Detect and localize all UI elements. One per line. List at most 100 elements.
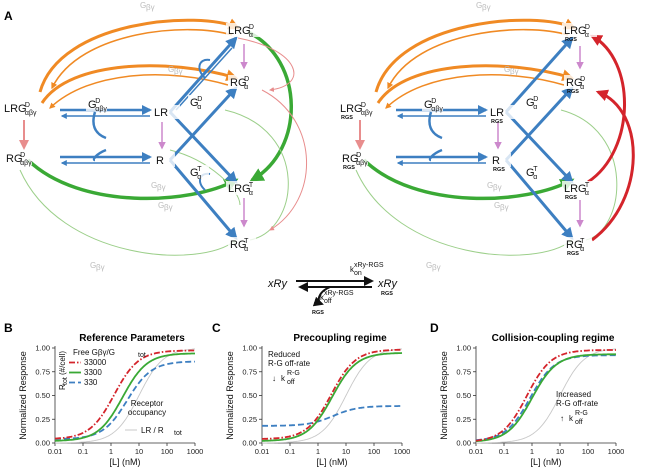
x-tick-label: 100 bbox=[368, 447, 381, 456]
x-tick-label: 1000 bbox=[187, 447, 204, 456]
node-main: R bbox=[492, 155, 500, 167]
blue-curl-ga bbox=[198, 58, 211, 79]
panel-label-b: B bbox=[4, 321, 13, 335]
gby-sub: βγ bbox=[164, 203, 173, 212]
gby-main: G bbox=[494, 201, 500, 210]
k-sup: R-G bbox=[575, 410, 588, 417]
annotation-line: Receptor bbox=[131, 399, 164, 408]
x-tick-label: 1 bbox=[316, 447, 320, 456]
y-tick-label: 0.75 bbox=[35, 367, 50, 376]
red-arc-2 bbox=[591, 89, 635, 242]
node-sub: α bbox=[197, 104, 201, 111]
node-sup: T bbox=[197, 166, 202, 173]
legend-side-unit: (#/cell) bbox=[58, 351, 67, 375]
blue-curl-bottom bbox=[92, 148, 107, 162]
x-tick-label: 10 bbox=[135, 447, 143, 456]
node-main: RG bbox=[342, 153, 359, 165]
salmon-arc-2 bbox=[237, 37, 295, 92]
gby-main: G bbox=[90, 261, 96, 270]
node-rgs: RGS bbox=[493, 167, 505, 173]
x-axis-label: [L] (nM) bbox=[109, 457, 140, 467]
node-main: G bbox=[526, 167, 535, 179]
green-arc-bottom bbox=[26, 158, 239, 201]
k-label: k bbox=[569, 414, 574, 423]
node-sub: α bbox=[197, 174, 201, 181]
eq-rgs-curl bbox=[312, 286, 331, 307]
y-axis-label: Normalized Response bbox=[18, 351, 28, 440]
node-main: LRG bbox=[4, 103, 27, 115]
node-main: LR bbox=[490, 107, 504, 119]
node-sup: D bbox=[249, 24, 254, 31]
node-sub: α bbox=[244, 246, 248, 253]
reference-line bbox=[476, 348, 617, 444]
lightgreen-arc-3 bbox=[224, 109, 289, 241]
node-main: LRG bbox=[228, 183, 251, 195]
node-rgs: RGS bbox=[567, 251, 579, 257]
reference-label: LR / R bbox=[141, 426, 164, 435]
blue-diag-1b bbox=[175, 47, 233, 111]
chart-title: Reference Parameters bbox=[79, 333, 185, 344]
green-arc-right bbox=[247, 30, 293, 182]
node-main: G bbox=[88, 99, 97, 111]
eq-left: xRy bbox=[267, 278, 288, 290]
panel-label-a: A bbox=[4, 9, 13, 23]
node-g-d-a: GDα bbox=[524, 95, 545, 111]
orange-arc-top-r bbox=[374, 18, 577, 93]
k-label: k bbox=[281, 374, 286, 383]
lightgreen-arc-1 bbox=[19, 169, 237, 256]
node-main: LRG bbox=[564, 25, 587, 37]
series-line-3300 bbox=[475, 353, 616, 443]
rgs-equation: xRy xRy RGS k on xRy-RGS k off xRy-RGS R… bbox=[267, 262, 398, 316]
legend-side-r: R bbox=[58, 384, 67, 390]
x-tick-label: 0.01 bbox=[469, 447, 484, 456]
orange-arc-top-inner bbox=[51, 28, 233, 90]
blue-diag-2 bbox=[168, 110, 238, 184]
series-line-33000 bbox=[262, 348, 402, 440]
x-tick-label: 0.1 bbox=[285, 447, 295, 456]
node-sup: T bbox=[249, 182, 254, 189]
chart-title: Collision-coupling regime bbox=[492, 333, 615, 344]
x-tick-label: 1 bbox=[530, 447, 534, 456]
salmon-arc-1 bbox=[261, 89, 308, 231]
y-tick-label: 0.00 bbox=[456, 439, 471, 448]
node-r: R bbox=[154, 153, 175, 167]
gby-main: G bbox=[151, 181, 157, 190]
y-axis-label: Normalized Response bbox=[225, 351, 235, 440]
y-tick-label: 0.75 bbox=[242, 367, 257, 376]
kon-sup: xRy-RGS bbox=[354, 262, 384, 269]
panel-label-c: C bbox=[212, 321, 221, 335]
lightgreen-arc-1-r bbox=[355, 169, 573, 256]
node-main: R bbox=[156, 155, 164, 167]
node-sub: α bbox=[580, 84, 584, 91]
node-sup: D bbox=[95, 98, 100, 105]
koff-k: k bbox=[320, 293, 325, 302]
y-tick-label: 0.50 bbox=[456, 391, 471, 400]
node-sup: D bbox=[431, 98, 436, 105]
series-line-330 bbox=[262, 405, 402, 427]
eq-right-sub: RGS bbox=[381, 291, 393, 297]
node-rgs: RGS bbox=[343, 165, 355, 171]
node-sup: D bbox=[25, 102, 30, 109]
node-sub: α bbox=[249, 32, 253, 39]
node-rgs: RGS bbox=[341, 115, 353, 121]
node-main: RG bbox=[230, 239, 247, 251]
reference-label-sub: tot bbox=[174, 430, 182, 437]
k-sub: off bbox=[287, 379, 295, 386]
node-sub: αβγ bbox=[356, 160, 368, 167]
